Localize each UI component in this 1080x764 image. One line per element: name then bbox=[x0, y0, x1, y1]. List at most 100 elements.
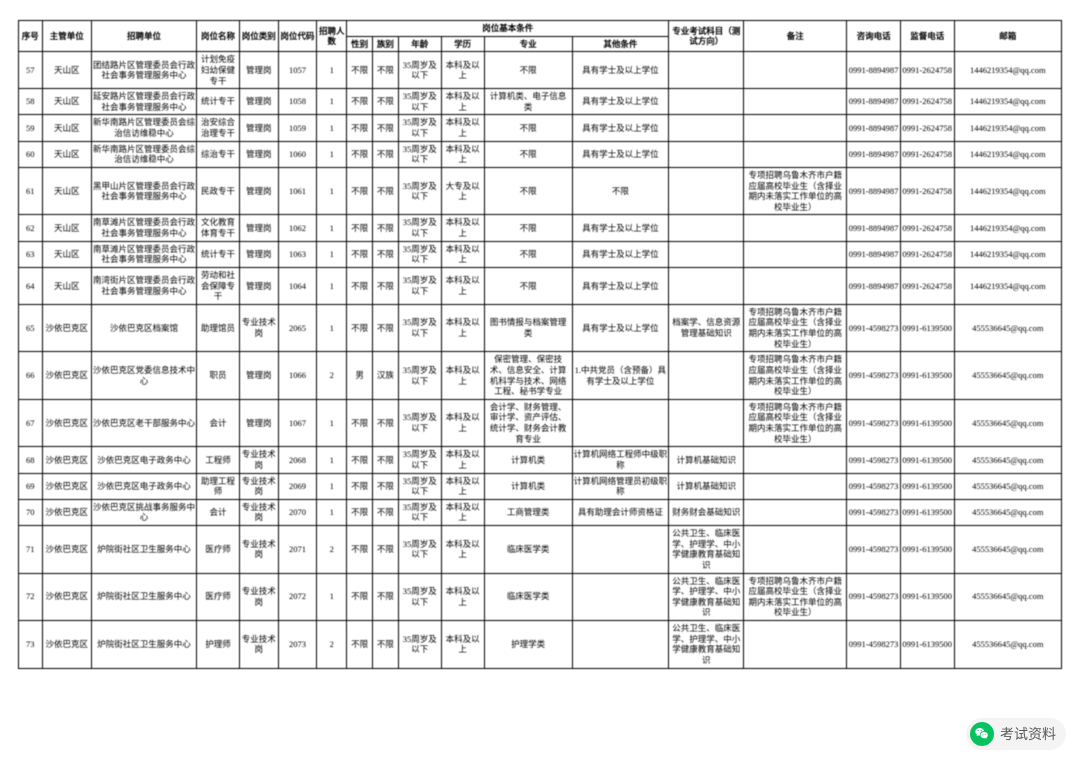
cell-unit: 炉院街社区卫生服务中心 bbox=[91, 526, 196, 574]
cell-age: 35周岁及以下 bbox=[398, 52, 441, 89]
cell-dept: 天山区 bbox=[42, 52, 91, 89]
cell-edu: 本科及以上 bbox=[441, 621, 484, 669]
cell-age: 35周岁及以下 bbox=[398, 473, 441, 499]
cell-pcode: 1067 bbox=[278, 399, 317, 447]
col-tel2: 监督电话 bbox=[900, 21, 954, 52]
cell-other: 具有学士及以上学位 bbox=[572, 304, 669, 352]
cell-mail: 455536645@qq.com bbox=[954, 526, 1061, 574]
cell-edu: 本科及以上 bbox=[441, 89, 484, 115]
cell-tel1: 0991-8894987 bbox=[847, 167, 901, 215]
cell-pname: 会计 bbox=[197, 399, 240, 447]
cell-ptype: 专业技术岗 bbox=[240, 573, 279, 621]
cell-seq: 72 bbox=[19, 573, 43, 621]
cell-ethn: 不限 bbox=[373, 115, 399, 141]
cell-pname: 综治专干 bbox=[197, 141, 240, 167]
cell-ethn: 不限 bbox=[373, 167, 399, 215]
cell-mail: 455536645@qq.com bbox=[954, 573, 1061, 621]
cell-seq: 60 bbox=[19, 141, 43, 167]
cell-dept: 天山区 bbox=[42, 267, 91, 304]
cell-seq: 66 bbox=[19, 352, 43, 400]
cell-sex: 不限 bbox=[347, 573, 373, 621]
cell-major: 不限 bbox=[484, 267, 572, 304]
cell-pname: 统计专干 bbox=[197, 241, 240, 267]
cell-sex: 不限 bbox=[347, 167, 373, 215]
cell-age: 35周岁及以下 bbox=[398, 215, 441, 241]
cell-sex: 不限 bbox=[347, 52, 373, 89]
cell-pcode: 2070 bbox=[278, 499, 317, 525]
cell-tel2: 0991-6139500 bbox=[900, 499, 954, 525]
cell-sex: 不限 bbox=[347, 499, 373, 525]
cell-ptype: 管理岗 bbox=[240, 241, 279, 267]
cell-num: 1 bbox=[317, 115, 347, 141]
cell-exam: 公共卫生、临床医学、护理学、中小学健康教育基础知识 bbox=[669, 526, 744, 574]
cell-pname: 会计 bbox=[197, 499, 240, 525]
cell-ptype: 专业技术岗 bbox=[240, 473, 279, 499]
cell-note: 专项招聘乌鲁木齐市户籍应届高校毕业生（含择业期内未落实工作单位的高校毕业生） bbox=[744, 167, 847, 215]
cell-ethn: 不限 bbox=[373, 89, 399, 115]
cell-dept: 天山区 bbox=[42, 141, 91, 167]
cell-unit: 黑甲山片区管理委员会行政社会事务管理服务中心 bbox=[91, 167, 196, 215]
cell-seq: 70 bbox=[19, 499, 43, 525]
col-note: 备注 bbox=[744, 21, 847, 52]
table-row: 71沙依巴克区炉院街社区卫生服务中心医疗师专业技术岗20712不限不限35周岁及… bbox=[19, 526, 1062, 574]
cell-tel1: 0991-4598273 bbox=[847, 526, 901, 574]
cell-tel1: 0991-8894987 bbox=[847, 115, 901, 141]
cell-sex: 不限 bbox=[347, 89, 373, 115]
cell-major: 计算机类 bbox=[484, 447, 572, 473]
cell-pcode: 1062 bbox=[278, 215, 317, 241]
cell-note bbox=[744, 89, 847, 115]
cell-note bbox=[744, 267, 847, 304]
wechat-icon bbox=[970, 722, 994, 746]
cell-tel2: 0991-6139500 bbox=[900, 573, 954, 621]
cell-other: 具有学士及以上学位 bbox=[572, 89, 669, 115]
cell-note bbox=[744, 115, 847, 141]
cell-note bbox=[744, 499, 847, 525]
cell-ptype: 管理岗 bbox=[240, 141, 279, 167]
col-seq: 序号 bbox=[19, 21, 43, 52]
col-other: 其他条件 bbox=[572, 36, 669, 52]
cell-seq: 62 bbox=[19, 215, 43, 241]
cell-tel2: 0991-2624758 bbox=[900, 241, 954, 267]
cell-exam bbox=[669, 399, 744, 447]
cell-tel1: 0991-4598273 bbox=[847, 499, 901, 525]
cell-pname: 助理工程师 bbox=[197, 473, 240, 499]
cell-exam: 公共卫生、临床医学、护理学、中小学健康教育基础知识 bbox=[669, 573, 744, 621]
cell-age: 35周岁及以下 bbox=[398, 89, 441, 115]
cell-dept: 沙依巴克区 bbox=[42, 526, 91, 574]
cell-tel1: 0991-4598273 bbox=[847, 473, 901, 499]
cell-tel2: 0991-2624758 bbox=[900, 89, 954, 115]
cell-age: 35周岁及以下 bbox=[398, 267, 441, 304]
col-ptype: 岗位类别 bbox=[240, 21, 279, 52]
cell-age: 35周岁及以下 bbox=[398, 352, 441, 400]
cell-edu: 本科及以上 bbox=[441, 499, 484, 525]
cell-seq: 61 bbox=[19, 167, 43, 215]
cell-num: 1 bbox=[317, 573, 347, 621]
cell-num: 1 bbox=[317, 304, 347, 352]
cell-major: 临床医学类 bbox=[484, 526, 572, 574]
table-row: 62天山区南草滩片区管理委员会行政社会事务管理服务中心文化教育体育专干管理岗10… bbox=[19, 215, 1062, 241]
cell-ethn: 不限 bbox=[373, 215, 399, 241]
cell-note bbox=[744, 473, 847, 499]
table-row: 64天山区南湾街片区管理委员会行政社会事务管理服务中心劳动和社会保障专干管理岗1… bbox=[19, 267, 1062, 304]
cell-sex: 不限 bbox=[347, 215, 373, 241]
cell-ptype: 管理岗 bbox=[240, 399, 279, 447]
cell-num: 1 bbox=[317, 399, 347, 447]
cell-pcode: 2069 bbox=[278, 473, 317, 499]
cell-major: 不限 bbox=[484, 241, 572, 267]
cell-tel2: 0991-2624758 bbox=[900, 215, 954, 241]
cell-tel1: 0991-8894987 bbox=[847, 241, 901, 267]
cell-edu: 大专及以上 bbox=[441, 167, 484, 215]
cell-other: 不限 bbox=[572, 167, 669, 215]
cell-num: 1 bbox=[317, 267, 347, 304]
cell-other: 具有学士及以上学位 bbox=[572, 115, 669, 141]
cell-tel2: 0991-2624758 bbox=[900, 115, 954, 141]
cell-mail: 455536645@qq.com bbox=[954, 621, 1061, 669]
cell-unit: 沙依巴克区党委信息技术中心 bbox=[91, 352, 196, 400]
table-header: 序号 主管单位 招聘单位 岗位名称 岗位类别 岗位代码 招聘人数 岗位基本条件 … bbox=[19, 21, 1062, 52]
cell-ethn: 不限 bbox=[373, 526, 399, 574]
cell-note: 专项招聘乌鲁木齐市户籍应届高校毕业生（含择业期内未落实工作单位的高校毕业生） bbox=[744, 352, 847, 400]
cell-tel1: 0991-8894987 bbox=[847, 89, 901, 115]
col-exam: 专业考试科目（测试方向） bbox=[669, 21, 744, 52]
cell-exam: 档案学、信息资源管理基础知识 bbox=[669, 304, 744, 352]
cell-num: 2 bbox=[317, 352, 347, 400]
